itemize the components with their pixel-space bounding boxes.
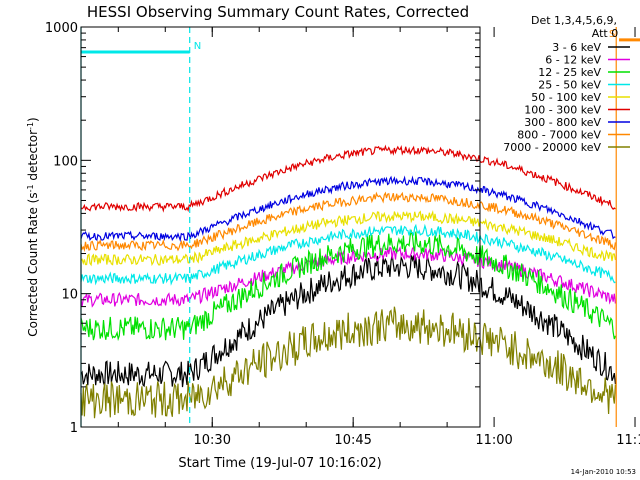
legend-label-4: 25 - 50 keV: [538, 79, 601, 92]
x-tick-label: 11:00: [475, 433, 512, 448]
series-line-6: [80, 144, 616, 213]
legend-label-1: 3 - 6 keV: [552, 41, 601, 54]
legend-label-2: 6 - 12 keV: [545, 54, 601, 67]
footer-date: 14-Jan-2010 10:53: [571, 468, 636, 476]
y-tick-label: 100: [53, 154, 78, 169]
legend-label-6: 100 - 300 keV: [524, 104, 601, 117]
flag-label-2: S: [609, 29, 615, 40]
legend-label-9: 7000 - 20000 keV: [503, 141, 601, 154]
series-line-3: [80, 229, 616, 342]
y-tick-label: 10: [61, 288, 78, 303]
series-layer: [80, 144, 616, 419]
legend-header-line-1: Det 1,3,4,5,6,9,: [531, 14, 617, 27]
flag-label-1: N: [194, 41, 201, 52]
legend-label-5: 50 - 100 keV: [531, 91, 601, 104]
x-tick-label: 10:30: [194, 433, 231, 448]
y-axis-label-mid: detector: [26, 130, 40, 185]
series-line-1: [80, 254, 616, 388]
series-line-9: [80, 306, 616, 419]
y-axis-label: Corrected Count Rate (s-1 detector-1): [26, 117, 41, 336]
x-axis-label: Start Time (19-Jul-07 10:16:02): [178, 456, 381, 471]
y-axis-label-sup2: -1: [26, 122, 35, 130]
x-tick-label: 11:15: [616, 433, 640, 448]
y-axis-label-end: ): [26, 117, 40, 122]
series-line-4: [80, 223, 616, 286]
legend-label-7: 300 - 800 keV: [524, 116, 601, 129]
plot-frame: [80, 26, 481, 428]
y-tick-label: 1000: [45, 21, 78, 36]
legend-label-8: 800 - 7000 keV: [517, 129, 601, 142]
series-line-5: [80, 210, 616, 267]
y-axis-label-sup1: -1: [26, 184, 35, 192]
series-line-7: [80, 175, 616, 243]
x-tick-label: 10:45: [334, 433, 371, 448]
y-tick-label: 1: [70, 421, 78, 436]
y-axis-label-main: Corrected Count Rate (s: [26, 192, 40, 336]
legend-label-3: 12 - 25 keV: [538, 66, 601, 79]
legend-header-line-2: Att 0: [592, 27, 618, 40]
chart-title: HESSI Observing Summary Count Rates, Cor…: [87, 3, 469, 21]
series-line-8: [80, 191, 616, 253]
series-line-2: [80, 245, 616, 308]
